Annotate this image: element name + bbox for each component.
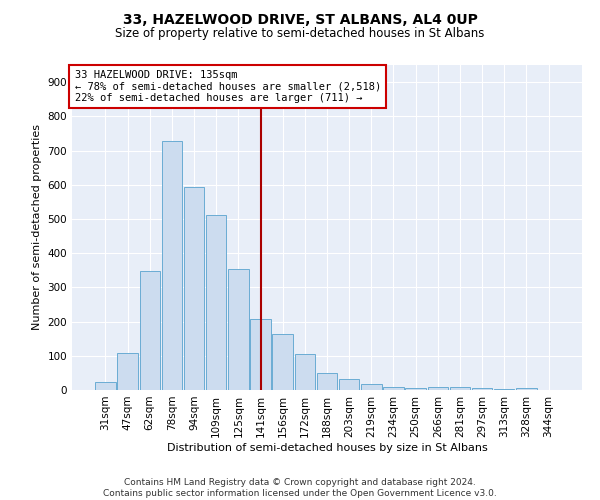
Bar — [383, 386, 404, 390]
Bar — [118, 354, 138, 390]
Text: Size of property relative to semi-detached houses in St Albans: Size of property relative to semi-detach… — [115, 28, 485, 40]
Text: 33 HAZELWOOD DRIVE: 135sqm
← 78% of semi-detached houses are smaller (2,518)
22%: 33 HAZELWOOD DRIVE: 135sqm ← 78% of semi… — [74, 70, 381, 103]
Bar — [428, 386, 448, 390]
Bar — [250, 319, 271, 390]
Bar — [206, 215, 226, 390]
Bar — [494, 388, 514, 390]
X-axis label: Distribution of semi-detached houses by size in St Albans: Distribution of semi-detached houses by … — [167, 442, 487, 452]
Bar — [161, 142, 182, 390]
Bar — [361, 384, 382, 390]
Text: 33, HAZELWOOD DRIVE, ST ALBANS, AL4 0UP: 33, HAZELWOOD DRIVE, ST ALBANS, AL4 0UP — [122, 12, 478, 26]
Bar — [295, 354, 315, 390]
Bar — [472, 388, 493, 390]
Bar — [228, 268, 248, 390]
Bar — [140, 272, 160, 390]
Bar — [339, 380, 359, 390]
Bar — [406, 388, 426, 390]
Bar — [272, 334, 293, 390]
Bar — [317, 373, 337, 390]
Text: Contains HM Land Registry data © Crown copyright and database right 2024.
Contai: Contains HM Land Registry data © Crown c… — [103, 478, 497, 498]
Y-axis label: Number of semi-detached properties: Number of semi-detached properties — [32, 124, 42, 330]
Bar — [95, 382, 116, 390]
Bar — [184, 188, 204, 390]
Bar — [516, 388, 536, 390]
Bar — [450, 388, 470, 390]
